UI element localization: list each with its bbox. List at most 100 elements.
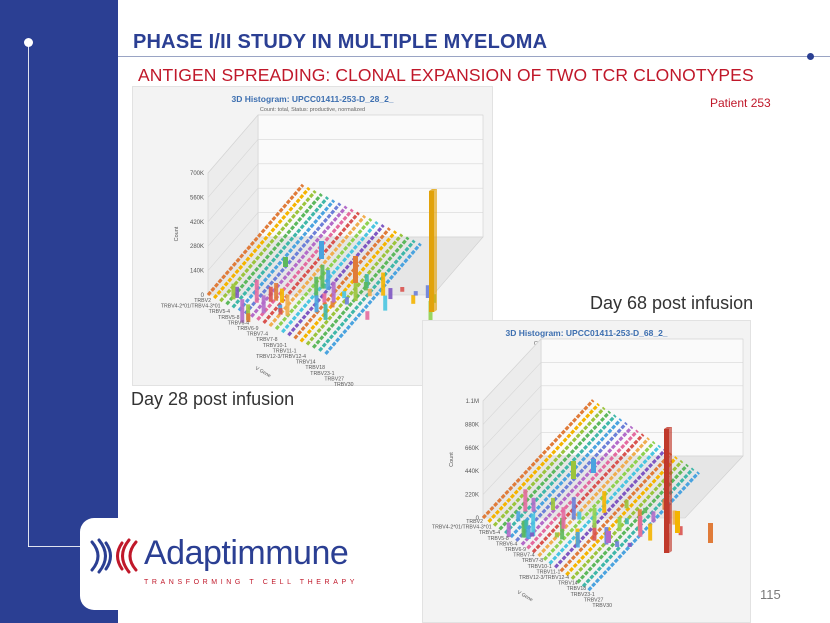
histogram-bar xyxy=(330,301,335,308)
gridline xyxy=(207,212,259,271)
x-tick-label: TRBV7-8 xyxy=(522,558,543,564)
histogram-bar xyxy=(364,274,369,289)
x-tick-label: TRBV5-8 xyxy=(218,315,239,321)
histogram-bar xyxy=(381,272,386,296)
y-tick-label: 660K xyxy=(465,446,479,452)
histogram-bar xyxy=(577,511,582,520)
dominant-bar-top xyxy=(429,189,437,191)
gridline xyxy=(482,432,542,495)
bar-row xyxy=(324,242,422,355)
histogram-plot: 700K 560K 420K 280K 140K 0 Count TRBV2TRBV4-2*0… xyxy=(161,114,484,387)
x-tick-label: TRBV27 xyxy=(324,376,344,382)
bar-row xyxy=(537,437,650,558)
histogram-title: 3D Histogram: UPCC01411-253-D_68_2_ xyxy=(505,328,668,338)
histogram-bar xyxy=(323,304,328,320)
y-tick-label: 0 xyxy=(201,293,205,299)
y-tick-label: 0 xyxy=(476,516,480,522)
bar-row xyxy=(206,183,305,297)
y-tick-label: 700K xyxy=(190,171,204,177)
histogram-bar xyxy=(678,526,683,536)
histogram-bar xyxy=(554,532,559,538)
histogram-bar xyxy=(363,281,368,291)
histogram-bar xyxy=(617,516,622,532)
bar-row xyxy=(318,239,416,352)
histogram-bar xyxy=(675,511,680,533)
gridline xyxy=(482,385,542,449)
x-tick-label: TRBV10-1 xyxy=(263,343,287,349)
histogram-day68-panel: 3D Histogram: UPCC01411-253-D_68_2_ Coun… xyxy=(422,320,751,623)
dominant-bar-top xyxy=(664,427,672,429)
bar-row xyxy=(504,414,617,535)
histogram-bar xyxy=(383,295,388,311)
x-tick-label: TRBV5-4 xyxy=(479,530,500,536)
y-tick-label: 880K xyxy=(465,422,479,428)
histogram-bar xyxy=(651,511,656,523)
bar-row xyxy=(487,402,600,523)
gridline xyxy=(207,114,259,174)
x-tick-label: TRBV4-2*01/TRBV4-3*01 xyxy=(432,525,492,531)
histogram-bar xyxy=(516,511,521,522)
histogram-bar xyxy=(575,531,580,548)
title-rule-dot xyxy=(807,53,814,60)
sidebar-horizontal-line xyxy=(28,546,80,547)
day68-label: Day 68 post infusion xyxy=(590,293,754,313)
bar-row xyxy=(492,406,606,527)
histogram-bar xyxy=(280,288,285,303)
histogram-bar xyxy=(708,523,713,543)
x-tick-label: TRBV14 xyxy=(296,360,316,366)
histogram-bar xyxy=(531,497,536,512)
dominant-bar xyxy=(429,191,434,312)
histogram-bar xyxy=(268,286,273,302)
slide-subtitle: ANTIGEN SPREADING: CLONAL EXPANSION OF T… xyxy=(138,65,754,85)
histogram-bar xyxy=(365,311,370,320)
gridline xyxy=(207,163,259,222)
y-tick-label: 420K xyxy=(190,220,204,226)
histogram-bar xyxy=(246,304,251,321)
histogram-bar xyxy=(314,295,319,313)
histogram-bar xyxy=(523,489,528,512)
histogram-day28-panel: 3D Histogram: UPCC01411-253-D_28_2_ Coun… xyxy=(132,86,493,387)
histogram-subtitle: Count: total, Status: productive, normal… xyxy=(259,107,366,113)
title-rule xyxy=(118,56,830,57)
histogram-bar xyxy=(285,294,290,316)
bar-row xyxy=(212,186,311,300)
logo-mark-icon xyxy=(90,538,138,574)
dominant-bar-side xyxy=(669,427,672,553)
bar-row xyxy=(481,399,595,520)
histogram-bar xyxy=(314,276,319,297)
bar-row xyxy=(559,452,673,573)
dominant-bar-side xyxy=(434,189,437,312)
sidebar-vertical-line xyxy=(28,42,29,547)
histogram-bar xyxy=(606,531,611,543)
x-tick-label: TRBV12-3/TRBV12-4 xyxy=(519,575,569,581)
x-tick-label: TRBV11-1 xyxy=(537,569,561,575)
dominant-bar xyxy=(664,429,669,553)
bar-row xyxy=(520,425,634,546)
bar-row xyxy=(526,429,639,550)
histogram-bar xyxy=(624,499,629,509)
histogram-bar xyxy=(627,542,632,547)
x-tick-label: TRBV30 xyxy=(592,603,612,609)
bar-row xyxy=(509,418,623,539)
histogram-bar xyxy=(602,491,607,513)
histogram-bar xyxy=(254,279,259,303)
histogram-bar xyxy=(283,257,288,267)
x-tick-label: TRBV5-8 xyxy=(487,536,508,542)
gridline xyxy=(207,139,259,198)
gridline xyxy=(482,408,542,472)
histogram-title: 3D Histogram: UPCC01411-253-D_28_2_ xyxy=(231,94,394,104)
histogram-bar xyxy=(388,288,393,300)
y-tick-label: 1.1M xyxy=(466,399,479,405)
x-tick-label: TRBV6-9 xyxy=(505,547,526,553)
histogram-bar xyxy=(425,285,430,298)
bar-row xyxy=(262,211,360,324)
bar-row xyxy=(293,227,391,340)
histogram-bar xyxy=(344,296,349,305)
bar-row xyxy=(256,208,354,321)
x-axis-label: V Gene xyxy=(516,590,534,604)
page-title: PHASE I/II STUDY IN MULTIPLE MYELOMA xyxy=(133,31,548,53)
bar-row xyxy=(299,230,398,343)
histogram-bar xyxy=(411,295,416,304)
x-tick-label: TRBV18 xyxy=(567,586,587,592)
histogram-bar xyxy=(240,299,245,323)
